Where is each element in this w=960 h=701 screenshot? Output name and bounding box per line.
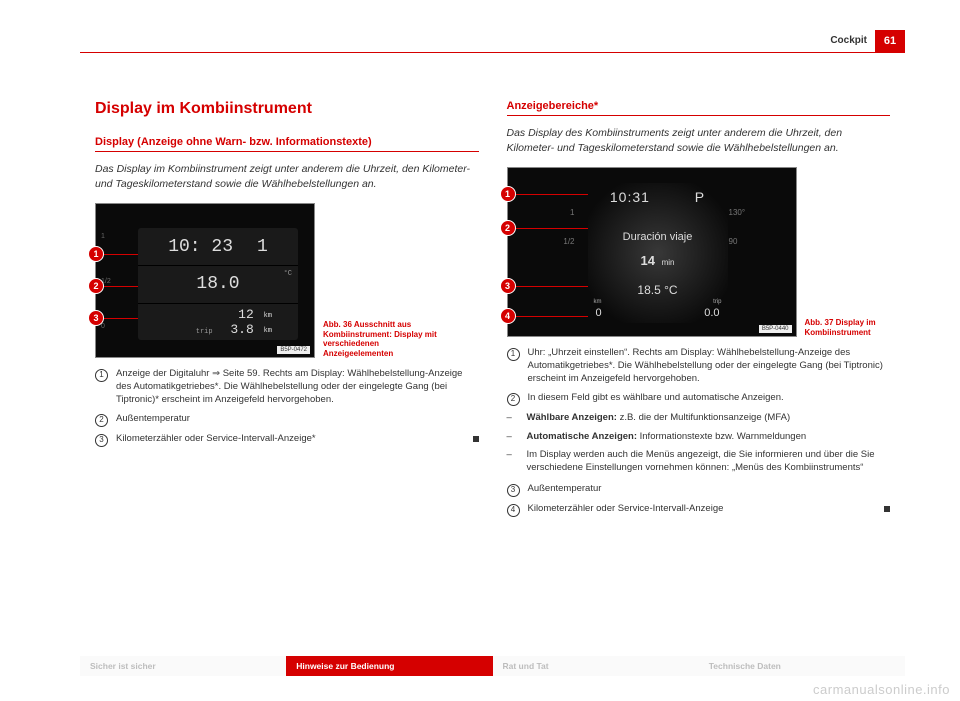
watermark: carmanualsonline.info <box>813 682 950 697</box>
right-dash-list: Wählbare Anzeigen: Wählbare Anzeigen: z.… <box>507 412 891 475</box>
fuel-gauge-icon: 1 1/2 0 <box>101 229 131 339</box>
image-code: B5P-0472 <box>277 346 310 354</box>
tab-safety[interactable]: Sicher ist sicher <box>80 656 286 676</box>
fuel-dial-icon: 1 1/2 <box>520 188 575 316</box>
right-column: Anzeigebereiche* Das Display des Kombiin… <box>507 100 891 641</box>
list-item: 3 Außentemperatur <box>507 483 891 497</box>
callout-3: 3 <box>500 278 516 294</box>
right-list: 1 Uhr: „Uhrzeit einstellen“. Rechts am D… <box>507 347 891 405</box>
figure-37-row: 1 1/2 130° 90 10:31 P Duración viaje <box>507 167 891 337</box>
temp-dial-icon: 130° 90 <box>729 188 784 316</box>
right-lead: Das Display des Kombiinstruments zeigt u… <box>507 126 891 155</box>
figure-37-caption: Abb. 37 Display im Kombiinstrument <box>805 318 885 337</box>
list-item: 2 Außentemperatur <box>95 413 479 427</box>
header-rule <box>80 52 905 53</box>
list-item: 2 In diesem Feld gibt es wählbare und au… <box>507 392 891 406</box>
tab-techdata[interactable]: Technische Daten <box>699 656 905 676</box>
list-item: Im Display werden auch die Menüs angezei… <box>507 449 891 475</box>
screen-row-temp: 18.0 °C <box>138 266 298 304</box>
callout-2: 2 <box>500 220 516 236</box>
screen-odo: 0 0.0 <box>596 307 720 319</box>
figure-36: 1 1/2 0 10: 23 1 18.0 °C <box>95 203 315 358</box>
figure-36-row: 1 1/2 0 10: 23 1 18.0 °C <box>95 203 479 358</box>
tab-operation[interactable]: Hinweise zur Bedienung <box>286 656 492 676</box>
cluster-screen: 10: 23 1 18.0 °C 12 km <box>138 228 298 340</box>
screen-temp: 18.5 °C <box>588 283 728 297</box>
tab-tips[interactable]: Rat und Tat <box>493 656 699 676</box>
list-item: Automatische Anzeigen: Informationstexte… <box>507 431 891 444</box>
callout-4: 4 <box>500 308 516 324</box>
page-number: 61 <box>875 30 905 52</box>
screen-row-clock: 10: 23 1 <box>138 228 298 266</box>
left-list: 1 Anzeige der Digitaluhr ⇒ Seite 59. Rec… <box>95 368 479 446</box>
page-header: Cockpit 61 <box>80 38 905 58</box>
list-item: 3 Kilometerzähler oder Service-Intervall… <box>95 433 479 447</box>
right-subtitle: Anzeigebereiche* <box>507 100 891 116</box>
list-item: 4 Kilometerzähler oder Service-Intervall… <box>507 503 891 517</box>
screen-trip-value: 14 min <box>588 253 728 268</box>
content-columns: Display im Kombiinstrument Display (Anze… <box>95 100 890 641</box>
right-list-2: 3 Außentemperatur 4 Kilometerzähler oder… <box>507 483 891 517</box>
left-lead: Das Display im Kombiinstrument zeigt unt… <box>95 162 479 191</box>
section-end-icon <box>884 506 890 512</box>
callout-1: 1 <box>500 186 516 202</box>
image-code: B5P-0440 <box>759 325 792 333</box>
figure-37: 1 1/2 130° 90 10:31 P Duración viaje <box>507 167 797 337</box>
figure-36-caption: Abb. 36 Ausschnitt aus Kombiinstrument: … <box>323 320 443 358</box>
list-item: 1 Uhr: „Uhrzeit einstellen“. Rechts am D… <box>507 347 891 385</box>
section-end-icon <box>473 436 479 442</box>
manual-page: Cockpit 61 Display im Kombiinstrument Di… <box>0 0 960 701</box>
footer-tabs: Sicher ist sicher Hinweise zur Bedienung… <box>80 656 905 676</box>
list-item: 1 Anzeige der Digitaluhr ⇒ Seite 59. Rec… <box>95 368 479 406</box>
main-title: Display im Kombiinstrument <box>95 100 479 118</box>
left-column: Display im Kombiinstrument Display (Anze… <box>95 100 479 641</box>
list-item: Wählbare Anzeigen: Wählbare Anzeigen: z.… <box>507 412 891 425</box>
section-label: Cockpit <box>830 35 867 46</box>
screen-row-odo: 12 km trip 3.8 km <box>138 304 298 341</box>
screen-row-clock: 10:31 P <box>588 189 728 205</box>
screen-trip-label: Duración viaje <box>588 231 728 243</box>
cluster-screen-2: 10:31 P Duración viaje 14 min 18.5 °C 0 … <box>588 183 728 323</box>
left-subtitle: Display (Anzeige ohne Warn- bzw. Informa… <box>95 136 479 152</box>
